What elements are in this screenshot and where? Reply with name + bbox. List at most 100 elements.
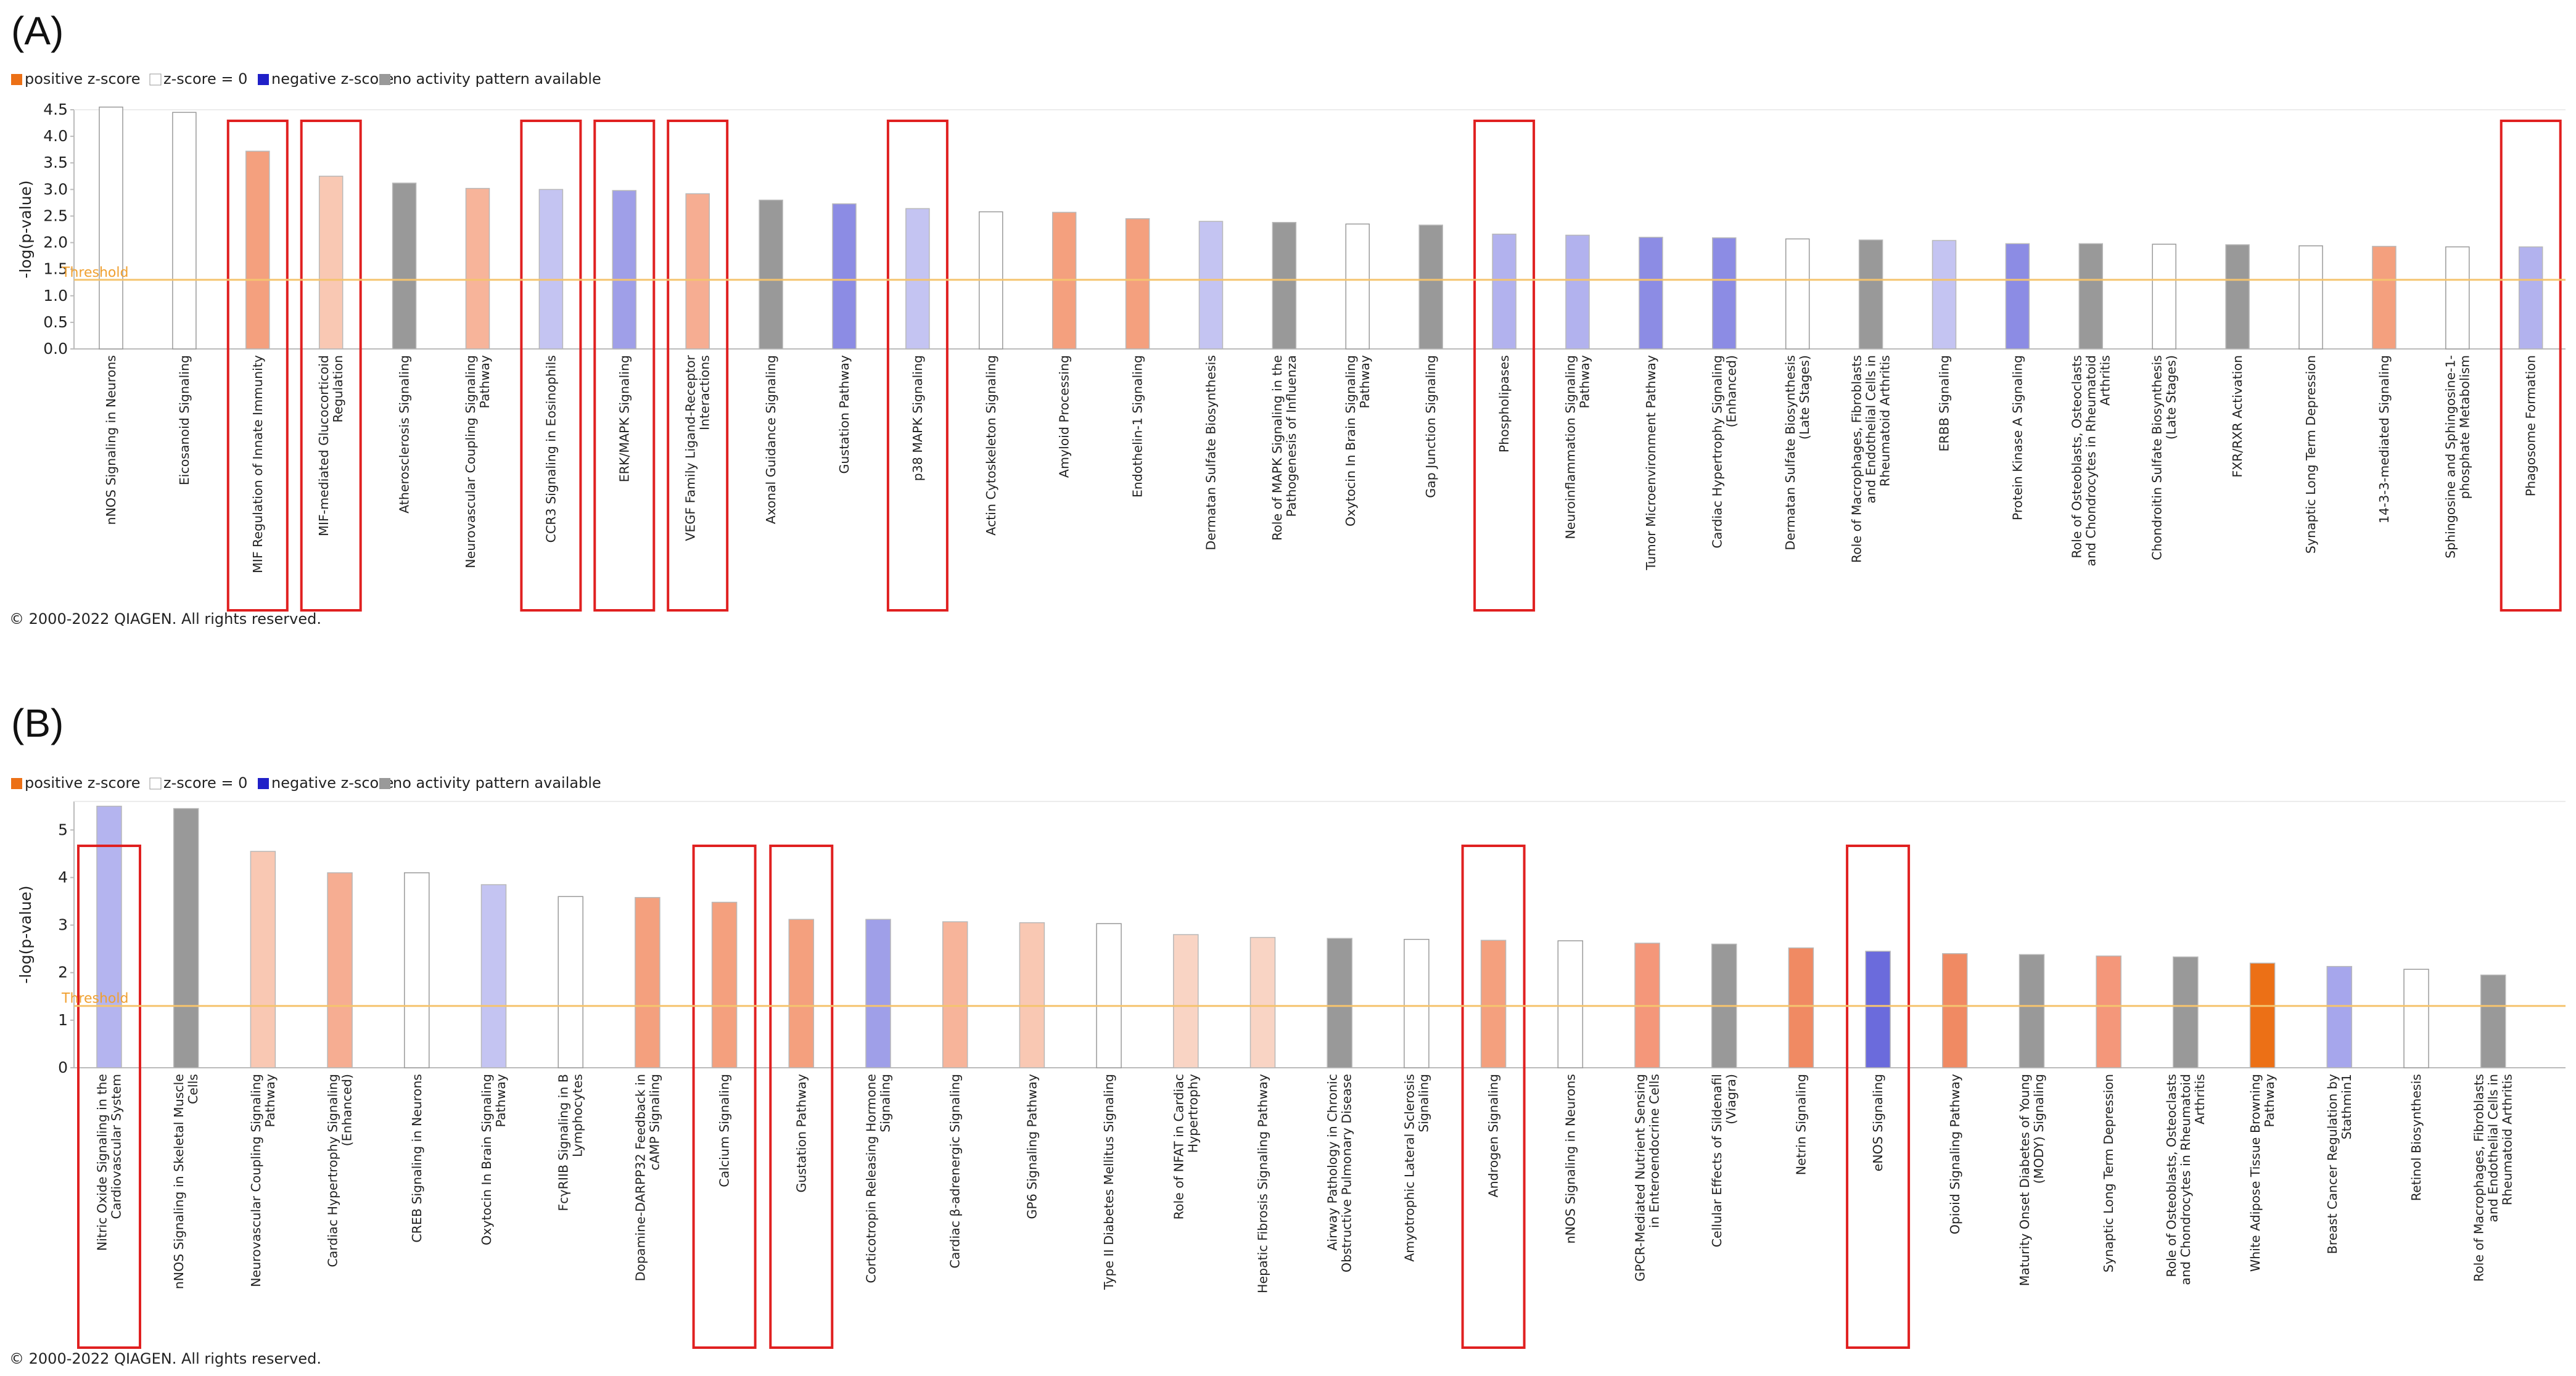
panel-b-category-label-27-line-0: Role of Osteoblasts, Osteoclasts [2164,1074,2179,1277]
panel-b-category-label-21-line-1: (Viagra) [1724,1074,1739,1124]
panel-b-highlight-box-18 [1461,845,1526,1349]
panel-b-bar-1 [173,808,199,1068]
panel-b-category-label-16-line-0: Airway Pathology in Chronic [1325,1074,1340,1251]
panel-b-category-label-19: nNOS Signaling in Neurons [1563,1074,1578,1244]
panel-b-category-label-17-line-0: Amyotrophic Lateral Sclerosis [1402,1074,1417,1262]
panel-b-category-label-23: eNOS Signaling [1870,1074,1885,1171]
panel-a-threshold-label: Threshold [61,265,128,281]
panel-a-category-label-23-line-0: Dermatan Sulfate Biosynthesis [1783,355,1798,551]
panel-b-category-label-20-line-1: in Enteroendocrine Cells [1647,1074,1662,1228]
panel-a-bar-28 [2152,244,2176,350]
panel-a-category-label-16-line-1: Pathogenesis of Influenza [1284,355,1299,517]
panel-b-y-axis-label: -log(p-value) [17,885,35,983]
panel-b-category-label-31-line-2: Rheumatoid Arthritis [2500,1074,2515,1205]
panel-a-category-label-28-line-1: (Late Stages) [2164,355,2179,440]
panel-b-bar-31 [2480,974,2506,1068]
panel-a-bar-20 [1565,234,1590,350]
panel-b-bar-15 [1249,936,1276,1068]
panel-a-bar-26 [2005,243,2030,350]
panel-b-highlight-box-23 [1846,845,1911,1349]
panel-a-category-label-28-line-0: Chondroitin Sulfate Biosynthesis [2150,355,2165,560]
panel-b-legend-swatch-positive [11,778,22,789]
panel-a-ytick-label-3: 1.5 [43,260,68,278]
panel-b-bar-16 [1327,938,1352,1068]
panel-b-category-label-5-line-0: Oxytocin In Brain Signaling [479,1074,494,1245]
panel-a-category-label-4: Atherosclerosis Signaling [397,355,412,514]
panel-b-category-label-3-line-0: Cardiac Hypertrophy Signaling [326,1074,340,1267]
panel-a-bar-30 [2298,245,2323,350]
panel-a-bar-2 [245,150,270,350]
panel-b-bar-6 [558,896,583,1068]
panel-a-highlight-box-11 [886,120,949,612]
panel-a-bar-5 [465,187,490,350]
panel-a-category-label-1: Eicosanoid Signaling [177,355,192,485]
panel-a-category-label-8-line-0: VEGF Family Ligand-Receptor [683,354,698,541]
panel-a-ytick-label-7: 3.5 [43,154,68,171]
panel-a-category-label-2: MIF Regulation of Innate Immunity [250,355,265,573]
panel-a-legend-swatch-negative [258,74,269,85]
panel-b-category-label-10-line-0: Corticotropin Releasing Hormone [864,1074,879,1283]
panel-b-bar-29 [2326,965,2353,1068]
panel-b-bar-17 [1404,938,1430,1068]
panel-b-category-label-27-line-2: Arthritis [2192,1074,2207,1124]
panel-b-bar-3 [327,872,353,1068]
panel-a-category-label-5-line-0: Neurovascular Coupling Signaling [463,355,478,568]
panel-a-ytick-label-0: 0.0 [43,340,68,358]
panel-a-category-label-32-line-0: Sphingosine and Sphingosine-1- [2443,355,2458,559]
panel-a-legend-positive: positive z-score [25,70,141,88]
panel-a-legend-zero: z-score = 0 [163,70,247,88]
panel-b-bar-18 [1480,940,1507,1068]
panel-b-bar-19 [1557,940,1584,1068]
panel-b-ytick-label-2: 2 [58,964,68,981]
panel-b-category-label-2-line-1: Pathway [263,1074,278,1128]
panel-b-category-label-15: Hepatic Fibrosis Signaling Pathway [1256,1074,1270,1293]
panel-b-category-label-4: CREB Signaling in Neurons [409,1074,424,1243]
panel-b-legend-swatch-zero [149,777,162,790]
panel-a-y-axis-label: -log(p-value) [17,180,35,278]
panel-b-category-label-5-line-1: Pathway [493,1074,508,1128]
panel-a-ytick-label-5: 2.5 [43,207,68,224]
panel-a-highlight-box-2 [226,120,289,612]
panel-a-category-label-8-line-1: Interactions [697,355,712,430]
panel-a-legend-swatch-zero [149,73,162,86]
panel-a-highlight-box-19 [1473,120,1536,612]
panel-b-category-label-7-line-1: cAMP Signaling [647,1074,662,1171]
panel-b-threshold-label: Threshold [61,991,128,1007]
panel-a-category-label-31: 14-3-3-mediated Signaling [2377,355,2392,523]
panel-b-category-label-24: Opioid Signaling Pathway [1948,1074,1962,1234]
panel-b-legend-na: no activity pattern available [393,774,601,792]
panel-a-bar-10 [832,203,857,350]
panel-a-category-label-20-line-1: Pathway [1578,355,1592,409]
panel-a-category-label-18: Gap Junction Signaling [1423,355,1438,498]
panel-a-bar-14 [1125,218,1150,350]
panel-a-category-label-14: Endothelin-1 Signaling [1130,355,1145,498]
panel-b-bar-26 [2096,955,2121,1068]
panel-a-bar-24 [1858,239,1883,350]
panel-b-ytick-label-3: 3 [58,916,68,934]
panel-a-category-label-17-line-0: Oxytocin In Brain Signaling [1343,355,1358,526]
panel-b-category-label-0-line-0: Nitric Oxide Signaling in the [95,1074,110,1251]
panel-b-category-label-25-line-0: Maturity Onset Diabetes of Young [2017,1074,2032,1286]
panel-a-bar-27 [2078,243,2104,350]
panel-a-category-label-0: nNOS Signaling in Neurons [104,355,118,525]
panel-a-bar-32 [2445,246,2470,350]
panel-b-category-label-21-line-0: Cellular Effects of Sildenafil [1710,1074,1724,1247]
panel-b-bar-11 [942,921,968,1068]
panel-b-category-label-0-line-1: Cardiovascular System [109,1074,124,1219]
panel-a-bar-4 [392,182,417,350]
panel-a-category-label-15: Dermatan Sulfate Biosynthesis [1204,355,1219,551]
panel-b-bar-24 [1942,953,1968,1068]
panel-b-bar-9 [788,919,815,1068]
panel-a-bar-22 [1712,237,1737,350]
panel-b-highlight-box-9 [769,845,834,1349]
panel-a-category-label-17-line-1: Pathway [1357,355,1372,409]
panel-b-label: (B) [11,701,64,745]
panel-b-category-label-30: Retinol Biosynthesis [2409,1074,2424,1201]
panel-a-category-label-19: Phospholipases [1497,355,1512,453]
panel-a-category-label-3-line-0: MIF-mediated Glucocorticoid [316,355,331,536]
panel-b-legend-zero: z-score = 0 [163,774,247,792]
panel-a-ytick-label-2: 1.0 [43,287,68,305]
panel-a-category-label-21: Tumor Microenvironment Pathway [1644,355,1658,571]
panel-a-bar-31 [2372,245,2397,350]
panel-a-highlight-box-33 [2500,120,2562,612]
